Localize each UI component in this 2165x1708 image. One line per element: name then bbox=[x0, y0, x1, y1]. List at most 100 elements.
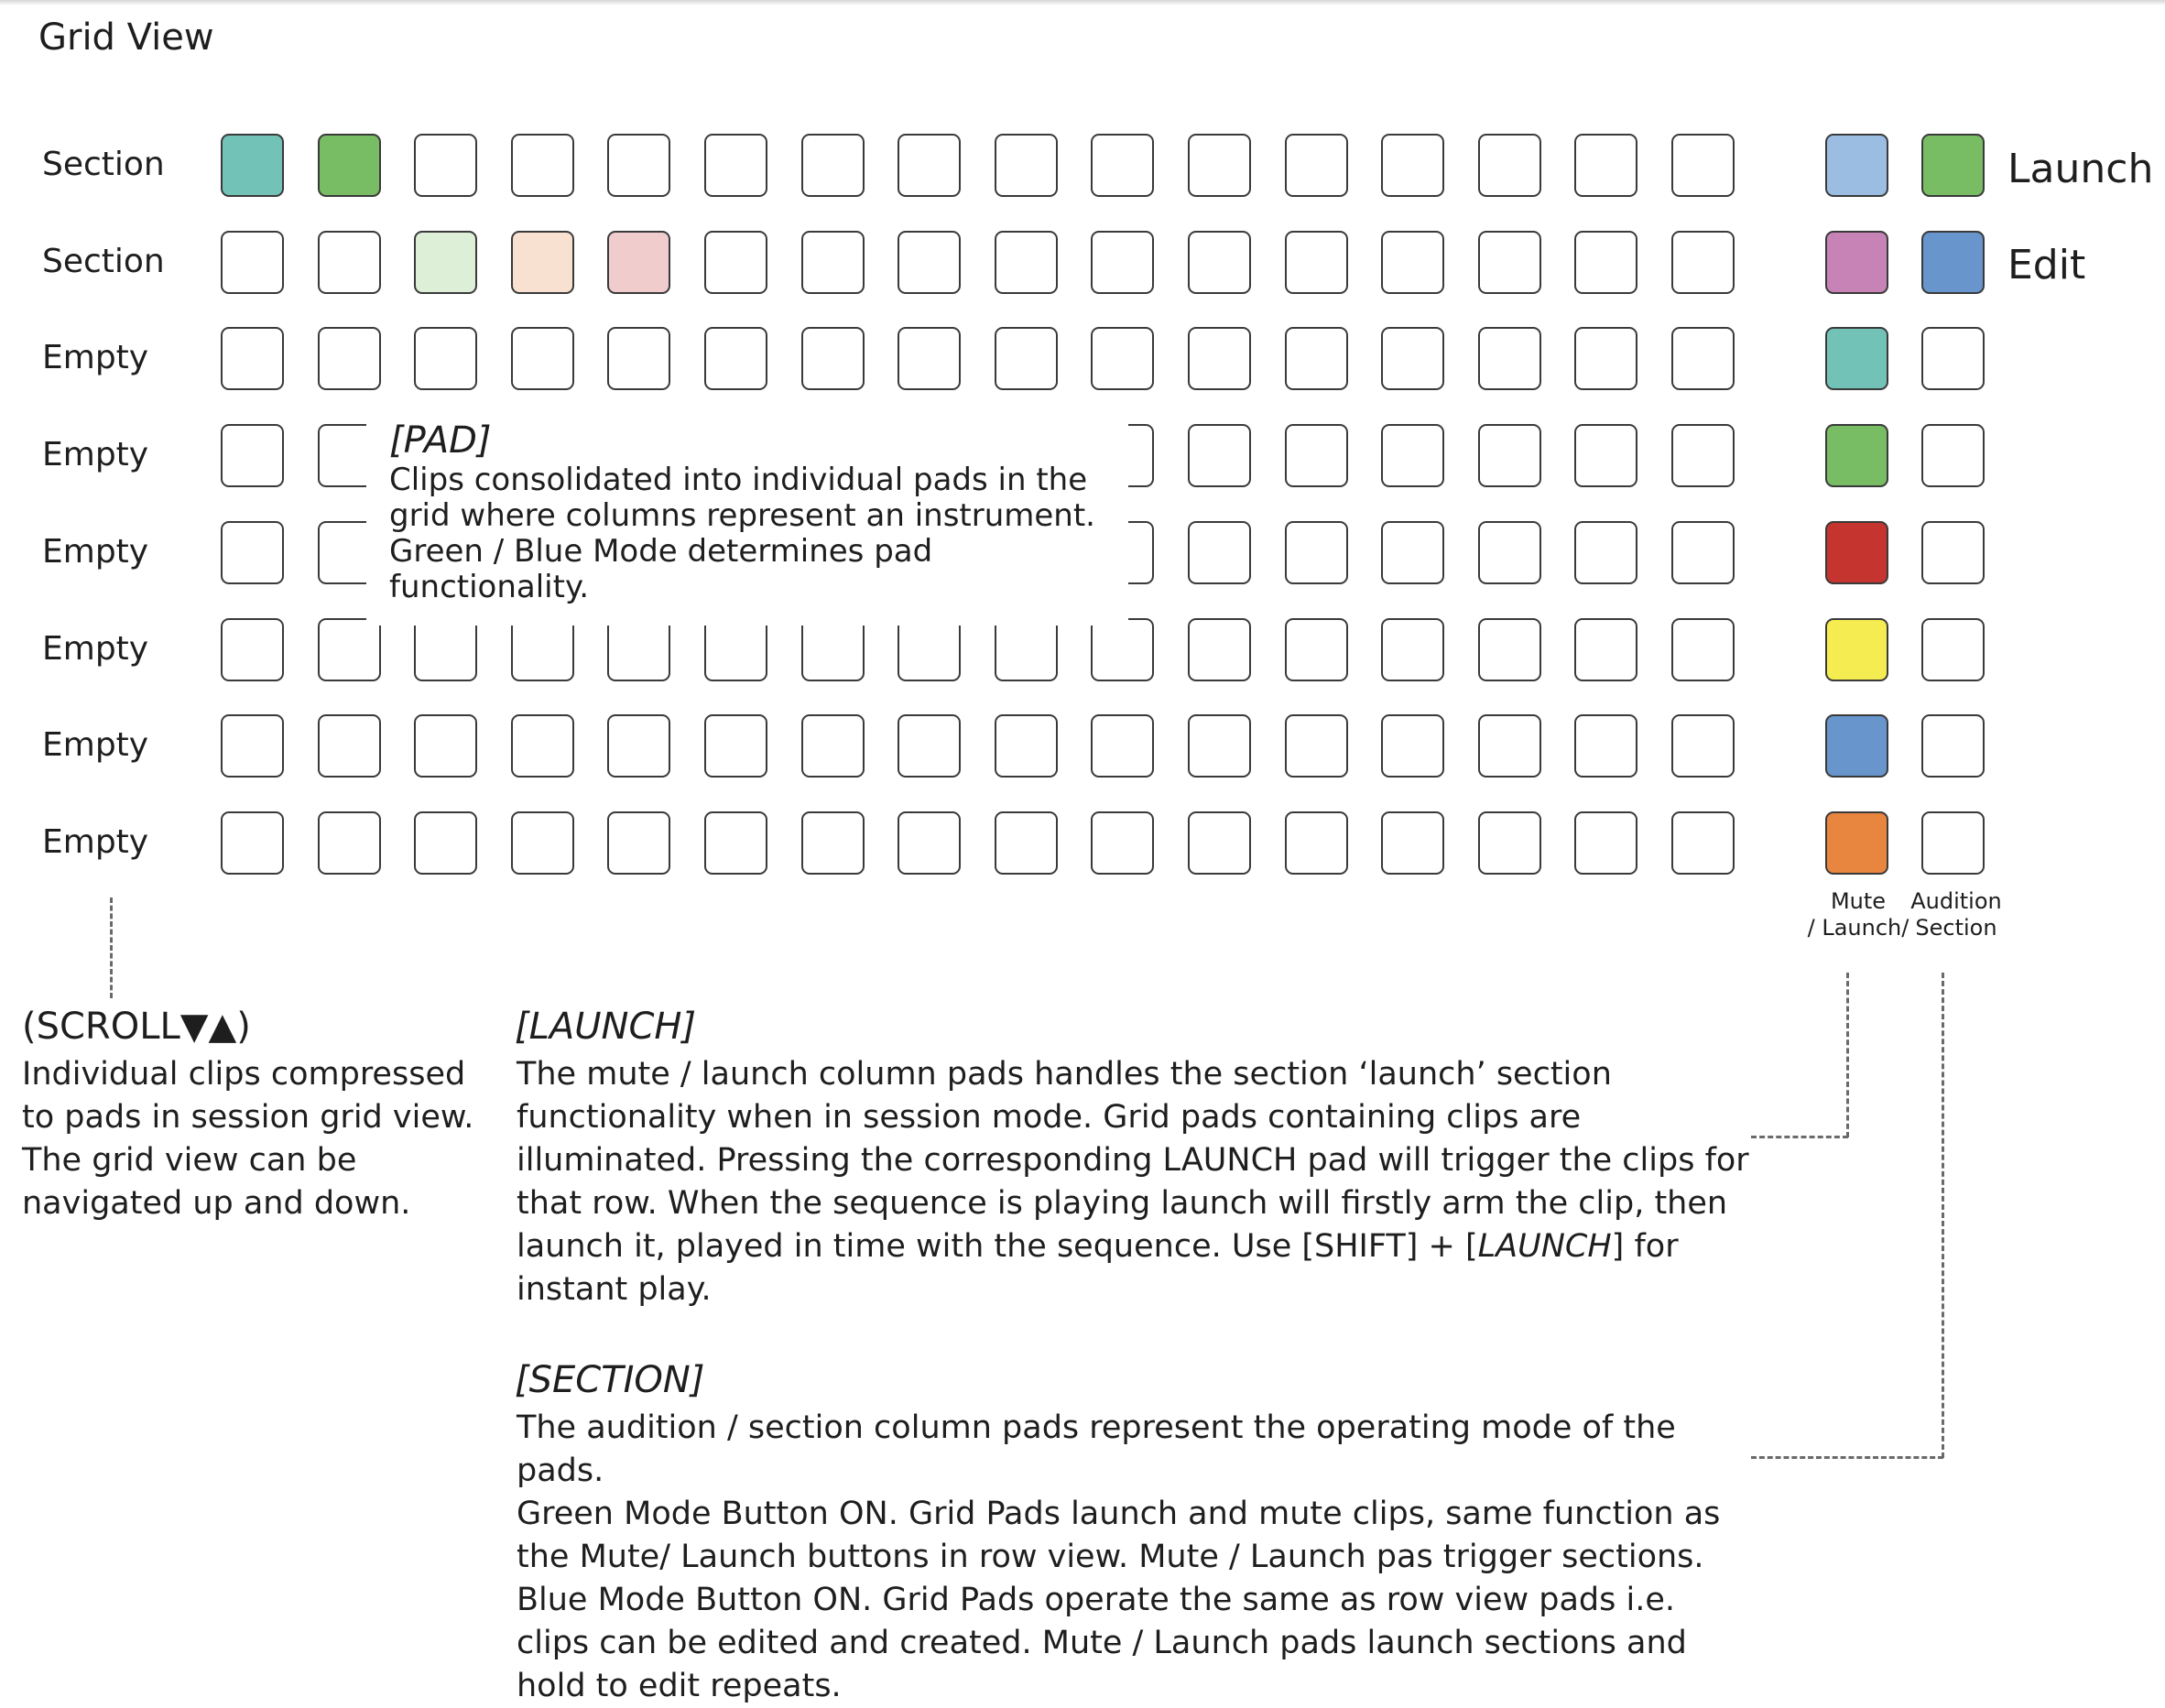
grid-pad[interactable] bbox=[995, 618, 1058, 681]
grid-pad[interactable] bbox=[995, 134, 1058, 197]
grid-pad[interactable] bbox=[1381, 521, 1444, 584]
grid-pad[interactable] bbox=[414, 134, 477, 197]
mute-launch-pad[interactable] bbox=[1825, 134, 1888, 197]
grid-pad[interactable] bbox=[318, 231, 381, 294]
grid-pad[interactable] bbox=[1285, 521, 1348, 584]
grid-pad[interactable] bbox=[1574, 811, 1637, 875]
grid-pad[interactable] bbox=[414, 618, 477, 681]
grid-pad[interactable] bbox=[1671, 424, 1735, 487]
grid-pad[interactable] bbox=[511, 231, 574, 294]
grid-pad[interactable] bbox=[511, 618, 574, 681]
grid-pad[interactable] bbox=[1478, 231, 1541, 294]
mute-launch-pad[interactable] bbox=[1825, 231, 1888, 294]
grid-pad[interactable] bbox=[1188, 714, 1251, 778]
grid-pad[interactable] bbox=[511, 714, 574, 778]
grid-pad[interactable] bbox=[1478, 714, 1541, 778]
grid-pad[interactable] bbox=[414, 811, 477, 875]
grid-pad[interactable] bbox=[1188, 327, 1251, 390]
grid-pad[interactable] bbox=[318, 134, 381, 197]
grid-pad[interactable] bbox=[607, 618, 670, 681]
grid-pad[interactable] bbox=[1671, 521, 1735, 584]
grid-pad[interactable] bbox=[898, 231, 961, 294]
grid-pad[interactable] bbox=[318, 811, 381, 875]
grid-pad[interactable] bbox=[1478, 424, 1541, 487]
grid-pad[interactable] bbox=[1381, 231, 1444, 294]
grid-pad[interactable] bbox=[1091, 231, 1154, 294]
grid-pad[interactable] bbox=[1381, 811, 1444, 875]
grid-pad[interactable] bbox=[221, 714, 284, 778]
audition-section-pad[interactable] bbox=[1921, 134, 1985, 197]
grid-pad[interactable] bbox=[704, 618, 767, 681]
audition-section-pad[interactable] bbox=[1921, 714, 1985, 778]
grid-pad[interactable] bbox=[801, 811, 865, 875]
grid-pad[interactable] bbox=[1381, 134, 1444, 197]
grid-pad[interactable] bbox=[1574, 327, 1637, 390]
grid-pad[interactable] bbox=[1478, 327, 1541, 390]
grid-pad[interactable] bbox=[801, 231, 865, 294]
grid-pad[interactable] bbox=[1285, 714, 1348, 778]
grid-pad[interactable] bbox=[1091, 811, 1154, 875]
grid-pad[interactable] bbox=[1285, 327, 1348, 390]
grid-pad[interactable] bbox=[511, 327, 574, 390]
mute-launch-pad[interactable] bbox=[1825, 714, 1888, 778]
grid-pad[interactable] bbox=[1381, 424, 1444, 487]
grid-pad[interactable] bbox=[1285, 424, 1348, 487]
grid-pad[interactable] bbox=[1188, 231, 1251, 294]
grid-pad[interactable] bbox=[1285, 811, 1348, 875]
grid-pad[interactable] bbox=[1671, 811, 1735, 875]
grid-pad[interactable] bbox=[607, 714, 670, 778]
grid-pad[interactable] bbox=[995, 327, 1058, 390]
mute-launch-pad[interactable] bbox=[1825, 327, 1888, 390]
grid-pad[interactable] bbox=[318, 618, 381, 681]
grid-pad[interactable] bbox=[414, 231, 477, 294]
grid-pad[interactable] bbox=[1091, 327, 1154, 390]
grid-pad[interactable] bbox=[1478, 618, 1541, 681]
grid-pad[interactable] bbox=[1478, 811, 1541, 875]
grid-pad[interactable] bbox=[1285, 231, 1348, 294]
grid-pad[interactable] bbox=[704, 327, 767, 390]
grid-pad[interactable] bbox=[607, 231, 670, 294]
audition-section-pad[interactable] bbox=[1921, 521, 1985, 584]
grid-pad[interactable] bbox=[704, 714, 767, 778]
grid-pad[interactable] bbox=[221, 327, 284, 390]
grid-pad[interactable] bbox=[1188, 811, 1251, 875]
mute-launch-pad[interactable] bbox=[1825, 618, 1888, 681]
grid-pad[interactable] bbox=[1574, 714, 1637, 778]
grid-pad[interactable] bbox=[898, 811, 961, 875]
grid-pad[interactable] bbox=[1381, 327, 1444, 390]
grid-pad[interactable] bbox=[1285, 134, 1348, 197]
grid-pad[interactable] bbox=[898, 618, 961, 681]
grid-pad[interactable] bbox=[704, 811, 767, 875]
grid-pad[interactable] bbox=[1574, 618, 1637, 681]
grid-pad[interactable] bbox=[1285, 618, 1348, 681]
mute-launch-pad[interactable] bbox=[1825, 521, 1888, 584]
grid-pad[interactable] bbox=[318, 714, 381, 778]
grid-pad[interactable] bbox=[221, 134, 284, 197]
grid-pad[interactable] bbox=[801, 134, 865, 197]
grid-pad[interactable] bbox=[1188, 424, 1251, 487]
grid-pad[interactable] bbox=[1381, 618, 1444, 681]
grid-pad[interactable] bbox=[704, 231, 767, 294]
grid-pad[interactable] bbox=[1091, 714, 1154, 778]
grid-pad[interactable] bbox=[1671, 618, 1735, 681]
grid-pad[interactable] bbox=[1574, 231, 1637, 294]
grid-pad[interactable] bbox=[607, 811, 670, 875]
grid-pad[interactable] bbox=[995, 231, 1058, 294]
grid-pad[interactable] bbox=[704, 134, 767, 197]
grid-pad[interactable] bbox=[1188, 618, 1251, 681]
grid-pad[interactable] bbox=[1381, 714, 1444, 778]
audition-section-pad[interactable] bbox=[1921, 424, 1985, 487]
grid-pad[interactable] bbox=[1188, 521, 1251, 584]
grid-pad[interactable] bbox=[511, 134, 574, 197]
grid-pad[interactable] bbox=[1574, 134, 1637, 197]
grid-pad[interactable] bbox=[1574, 424, 1637, 487]
grid-pad[interactable] bbox=[801, 327, 865, 390]
grid-pad[interactable] bbox=[995, 811, 1058, 875]
grid-pad[interactable] bbox=[607, 327, 670, 390]
grid-pad[interactable] bbox=[1671, 134, 1735, 197]
grid-pad[interactable] bbox=[221, 424, 284, 487]
grid-pad[interactable] bbox=[511, 811, 574, 875]
grid-pad[interactable] bbox=[995, 714, 1058, 778]
grid-pad[interactable] bbox=[898, 327, 961, 390]
grid-pad[interactable] bbox=[1091, 134, 1154, 197]
